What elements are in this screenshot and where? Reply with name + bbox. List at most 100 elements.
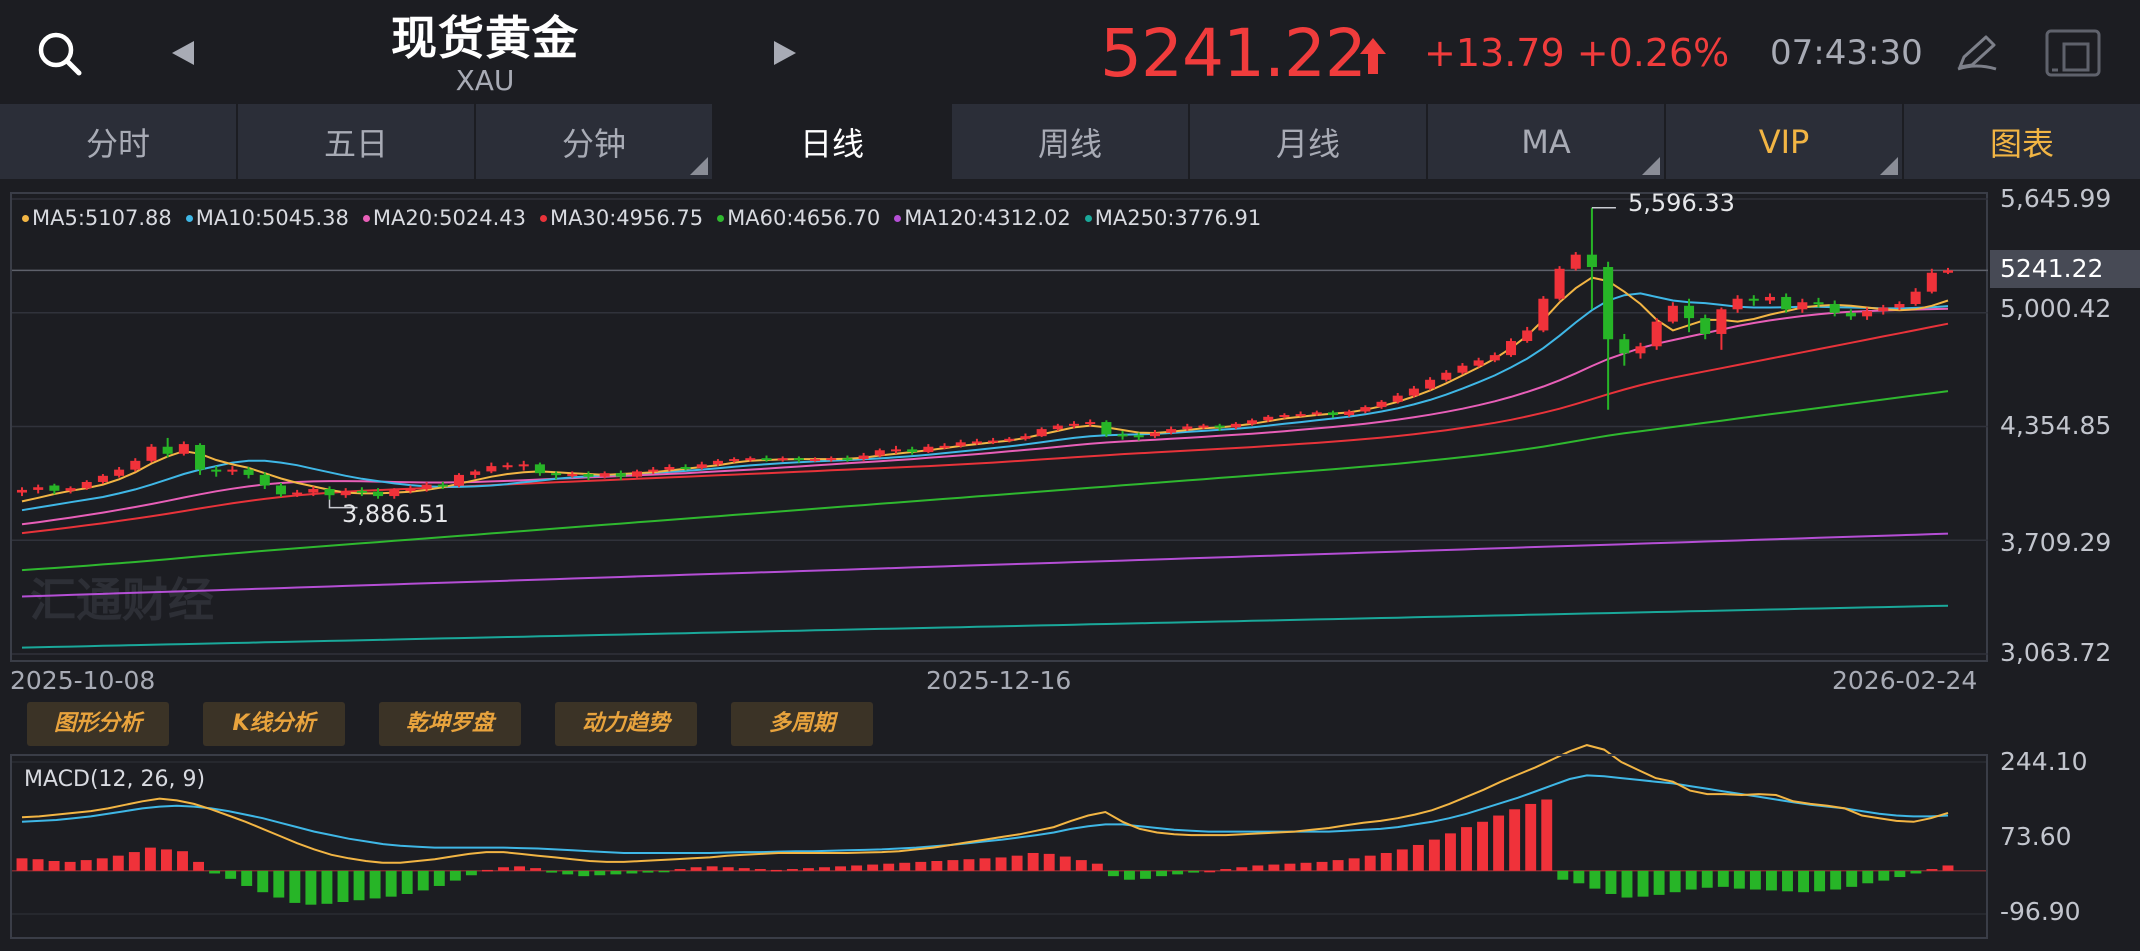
macd-histogram-bar: [160, 849, 172, 871]
macd-histogram-bar: [1332, 860, 1344, 871]
momentum-trend-button[interactable]: 动力趋势: [555, 702, 697, 746]
candle-up: [567, 474, 578, 477]
macd-histogram-bar: [1380, 852, 1392, 871]
candle-down: [195, 444, 206, 470]
macd-histogram-bar: [546, 870, 558, 873]
candle-up: [1376, 401, 1387, 408]
macd-chart-frame[interactable]: [10, 754, 1988, 939]
candle-up: [777, 458, 788, 461]
y-tick-label: 3,709.29: [2000, 528, 2112, 557]
candle-down: [1214, 425, 1225, 428]
candle-up: [470, 471, 481, 475]
search-icon[interactable]: [30, 28, 90, 80]
candle-up: [33, 487, 44, 490]
candle-up: [632, 471, 643, 477]
candle-up: [340, 490, 351, 496]
macd-histogram-bar: [1749, 870, 1761, 890]
candle-up: [16, 489, 28, 493]
macd-histogram-bar: [931, 861, 943, 871]
pen-icon[interactable]: [1952, 30, 2002, 76]
arrow-up-icon: [1358, 36, 1388, 76]
candle-down: [259, 474, 270, 486]
pattern-analysis-button[interactable]: 图形分析: [27, 702, 169, 746]
macd-histogram-bar: [433, 870, 445, 886]
macd-histogram-bar: [1846, 870, 1858, 887]
macd-histogram-bar: [1765, 870, 1777, 891]
candle-up: [308, 489, 319, 493]
macd-histogram-bar: [1428, 839, 1440, 871]
tab-five-day[interactable]: 五日: [238, 104, 476, 179]
candle-down: [551, 473, 562, 476]
candle-up: [1522, 330, 1533, 342]
macd-histogram-bar: [1557, 870, 1569, 880]
ma10-dot: [185, 214, 193, 222]
macd-histogram-bar: [1621, 870, 1633, 898]
tab-intraday[interactable]: 分时: [0, 104, 238, 179]
macd-histogram-bar: [690, 867, 702, 871]
candle-down: [211, 469, 222, 472]
quote-time: 07:43:30: [1770, 33, 1923, 73]
candle-up: [826, 458, 837, 461]
tab-monthly[interactable]: 月线: [1190, 104, 1428, 179]
macd-histogram-bar: [48, 861, 60, 871]
macd-histogram-bar: [899, 862, 911, 871]
candle-up: [81, 481, 92, 489]
previous-symbol-icon[interactable]: [166, 34, 200, 72]
macd-histogram-bar: [1493, 815, 1505, 871]
candle-down: [356, 490, 367, 493]
tab-vip[interactable]: VIP: [1666, 104, 1904, 179]
tab-daily[interactable]: 日线: [714, 104, 952, 179]
candle-up: [1538, 298, 1549, 331]
multi-period-button[interactable]: 多周期: [731, 702, 873, 746]
candle-up: [1149, 432, 1160, 437]
macd-histogram-bar: [1220, 869, 1232, 871]
x-date-label: 2026-02-24: [1832, 666, 1978, 695]
ma-legend: MA5:5107.88 MA10:5045.38 MA20:5024.43 MA…: [22, 206, 1261, 230]
macd-histogram-bar: [754, 869, 766, 871]
y-tick-label: 5,645.99: [2000, 184, 2112, 213]
candle-up: [130, 460, 141, 470]
macd-histogram-bar: [1348, 858, 1360, 871]
macd-histogram-bar: [32, 859, 44, 871]
compass-button[interactable]: 乾坤罗盘: [379, 702, 521, 746]
macd-histogram-bar: [1412, 844, 1424, 871]
macd-histogram-bar: [1509, 809, 1521, 871]
candle-up: [453, 474, 465, 486]
candle-up: [712, 460, 723, 465]
macd-histogram-bar: [1701, 870, 1713, 888]
macd-histogram-bar: [1268, 864, 1280, 871]
y-tick-label: 4,354.85: [2000, 411, 2112, 440]
ma20-dot: [362, 214, 370, 222]
macd-histogram-bar: [1316, 861, 1328, 871]
macd-histogram-bar: [209, 870, 221, 874]
candle-down: [583, 474, 594, 477]
macd-histogram-bar: [1156, 870, 1168, 877]
tab-weekly[interactable]: 周线: [952, 104, 1190, 179]
tab-chart[interactable]: 图表: [1989, 124, 2054, 163]
candle-down: [1603, 267, 1614, 340]
candle-up: [1230, 423, 1241, 428]
macd-dea-line: [21, 774, 1949, 854]
macd-histogram-bar: [1364, 855, 1376, 871]
macd-histogram-bar: [1685, 870, 1697, 890]
macd-histogram-bar: [1284, 863, 1296, 871]
ma-legend-item: MA250:3776.91: [1084, 206, 1261, 230]
watermark: 汇通财经: [30, 573, 214, 627]
landscape-toggle-icon[interactable]: [2042, 26, 2104, 80]
macd-histogram-bar: [225, 870, 237, 879]
candle-down: [275, 485, 286, 495]
candle-up: [502, 465, 513, 468]
kline-analysis-button[interactable]: K线分析: [203, 702, 345, 746]
dropdown-corner-icon: [690, 157, 708, 175]
macd-histogram-bar: [738, 868, 750, 871]
candle-down: [793, 458, 804, 461]
tab-ma[interactable]: MA: [1428, 104, 1666, 179]
candle-down: [1133, 435, 1144, 438]
candle-up: [1408, 388, 1419, 396]
next-symbol-icon[interactable]: [768, 34, 802, 72]
tab-minute[interactable]: 分钟: [476, 104, 714, 179]
candle-up: [1020, 436, 1031, 439]
macd-histogram-bar: [1188, 870, 1200, 873]
x-date-label: 2025-12-16: [926, 666, 1072, 695]
